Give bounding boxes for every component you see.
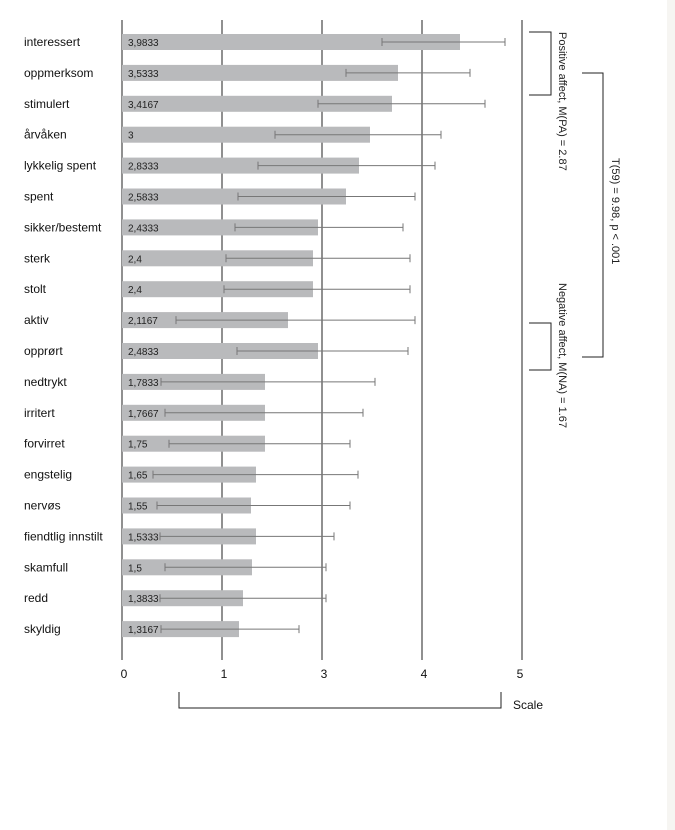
bar (122, 126, 370, 143)
bar (122, 343, 318, 359)
data-label: 3,9833 (128, 38, 159, 49)
category-label: stimulert (24, 97, 70, 111)
data-label: 3,4167 (128, 100, 159, 111)
bar (122, 64, 398, 81)
bar (122, 157, 359, 174)
data-label: 2,4833 (128, 347, 159, 358)
bar (122, 281, 313, 298)
bar (122, 95, 392, 112)
category-label: nedtrykt (24, 375, 67, 389)
data-label: 1,75 (128, 440, 148, 451)
category-label: interessert (24, 35, 81, 49)
bar (122, 219, 318, 236)
bar (122, 188, 346, 205)
category-label: irritert (24, 406, 55, 420)
category-label: skyldig (24, 622, 61, 636)
x-tick-label: 0 (121, 667, 128, 681)
data-label: 1,7667 (128, 409, 159, 420)
category-label: forvirret (24, 437, 65, 451)
data-label: 3,5333 (128, 69, 159, 80)
test-bracket (582, 72, 604, 358)
data-label: 1,55 (128, 502, 148, 513)
x-tick-label: 4 (421, 667, 428, 681)
x-tick-label: 3 (321, 667, 328, 681)
positive-affect-label: Positive affect, M(PA) = 2.87 (556, 32, 568, 171)
data-label: 1,3833 (128, 594, 159, 605)
category-label: fiendtlig innstilt (24, 529, 103, 543)
data-label: 2,5833 (128, 193, 159, 204)
bar (122, 34, 460, 50)
category-label: sikker/bestemt (24, 220, 102, 234)
category-label: skamfull (24, 560, 68, 574)
category-label: årvåken (24, 128, 67, 142)
data-label: 2,8333 (128, 162, 159, 173)
data-label: 2,4 (128, 285, 142, 296)
scale-bracket (178, 692, 502, 709)
category-label: opprørt (24, 344, 63, 358)
data-label: 3 (128, 131, 134, 142)
category-label: nervøs (24, 499, 61, 513)
category-label: oppmerksom (24, 66, 93, 80)
data-label: 1,5 (128, 563, 142, 574)
data-label: 1,3167 (128, 625, 159, 636)
category-label: aktiv (24, 313, 49, 327)
x-axis-title: Scale (513, 698, 543, 712)
bar (122, 250, 313, 267)
category-label: lykkelig spent (24, 159, 97, 173)
data-label: 1,65 (128, 471, 148, 482)
data-label: 1,5333 (128, 532, 159, 543)
positive-affect-bracket (529, 31, 552, 96)
data-label: 1,7833 (128, 378, 159, 389)
category-label: stolt (24, 282, 47, 296)
category-label: spent (24, 190, 54, 204)
x-tick-label: 1 (221, 667, 228, 681)
x-tick-label: 5 (517, 667, 524, 681)
data-label: 2,4333 (128, 223, 159, 234)
category-label: sterk (24, 251, 51, 265)
data-label: 2,4 (128, 254, 142, 265)
negative-affect-bracket (529, 322, 552, 371)
negative-affect-label: Negative affect, M(NA) = 1.67 (556, 283, 568, 428)
category-label: engstelig (24, 468, 72, 482)
category-label: redd (24, 591, 48, 605)
data-label: 2,1167 (128, 316, 158, 327)
test-statistic-label: T(59) = 9.98, p < .001 (609, 158, 621, 264)
